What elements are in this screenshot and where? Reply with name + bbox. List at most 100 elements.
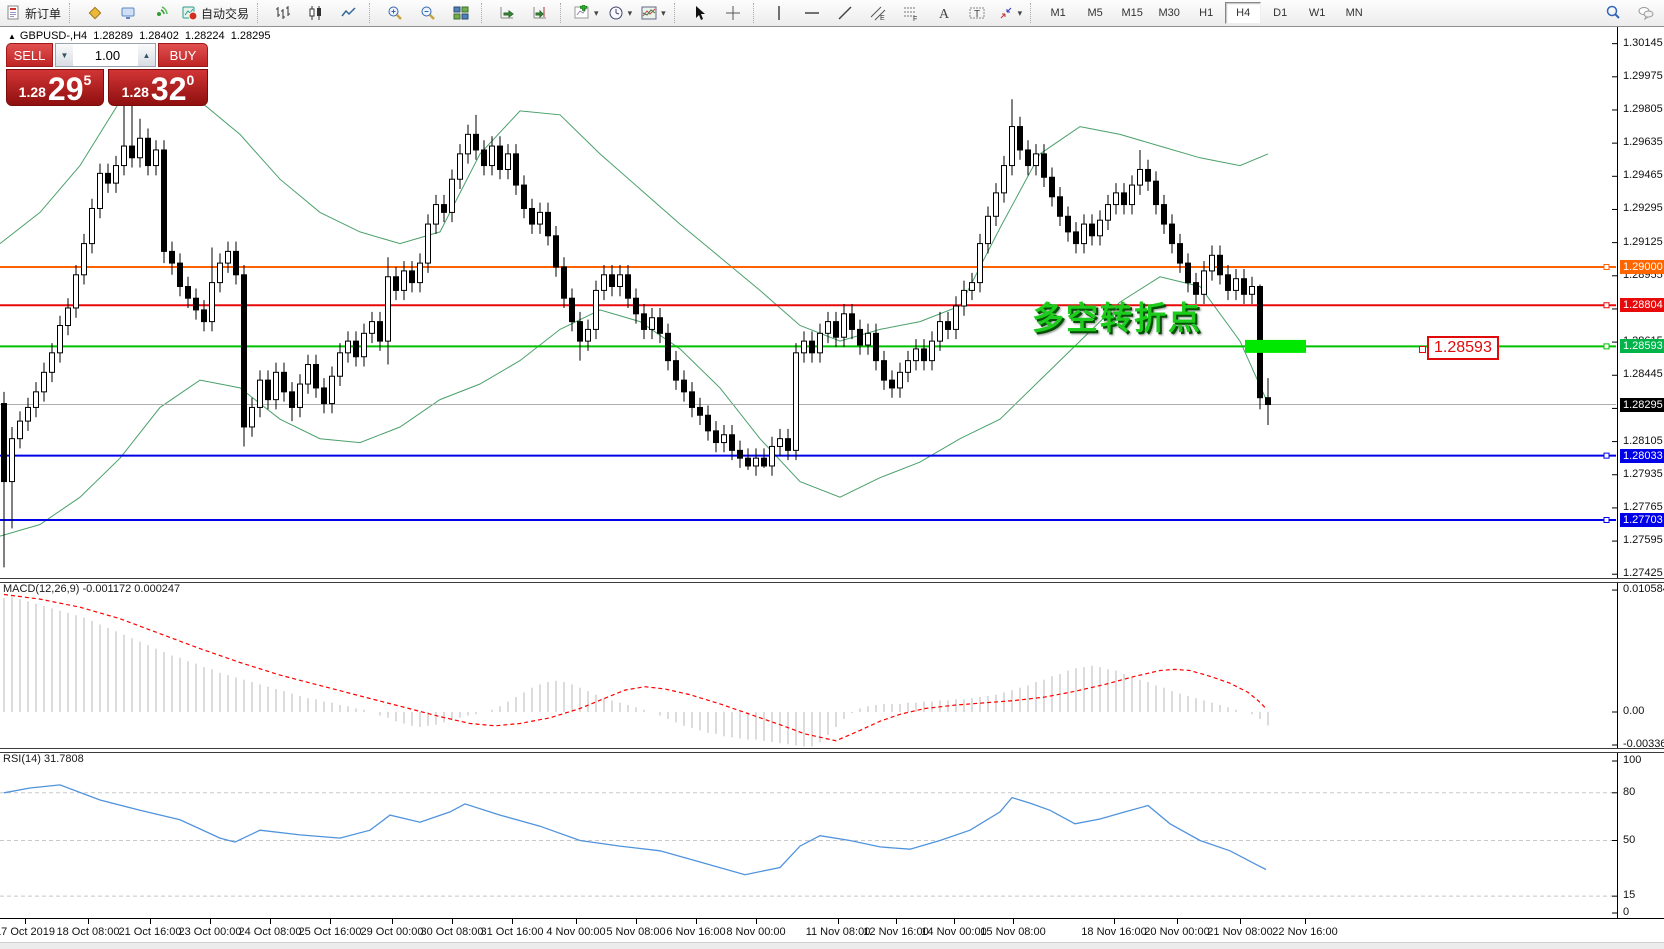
search-button[interactable] <box>1597 1 1629 25</box>
zoom-out-button[interactable] <box>412 1 444 25</box>
highlight-box[interactable] <box>1245 339 1306 353</box>
candle <box>649 307 655 340</box>
candle <box>689 382 695 418</box>
time-label: 15 Nov 08:00 <box>980 926 1046 938</box>
candle <box>817 323 823 363</box>
virtual-hosting-button[interactable] <box>112 1 144 25</box>
candle <box>617 265 623 297</box>
text-button[interactable]: A <box>928 1 960 25</box>
candle <box>865 323 871 355</box>
candle <box>577 311 583 361</box>
price-label-object[interactable]: 1.28593 <box>1419 336 1499 360</box>
candle <box>41 362 47 402</box>
line-chart-button[interactable] <box>333 1 365 25</box>
cursor-button[interactable] <box>684 1 716 25</box>
rsi-tick: 100 <box>1623 754 1642 766</box>
templates-button[interactable]: ▾ <box>637 1 670 25</box>
time-label: 8 Nov 00:00 <box>726 926 786 938</box>
candle <box>425 214 431 273</box>
time-label: 5 Nov 08:00 <box>606 926 666 938</box>
time-label: 23 Oct 00:00 <box>178 926 242 938</box>
sell-price-pip: 5 <box>83 72 92 88</box>
timeframe-m15-button[interactable]: M15 <box>1121 7 1143 19</box>
candle <box>1081 214 1087 254</box>
candlestick-chart-button[interactable] <box>300 1 332 25</box>
bars-icon <box>276 6 291 19</box>
timeframe-mn-button[interactable]: MN <box>1345 7 1363 19</box>
volume-up-button[interactable]: ▲ <box>138 44 155 66</box>
equidistant-channel-button[interactable]: E <box>862 1 894 25</box>
periods-button[interactable]: ▾ <box>604 1 637 25</box>
new-order-icon <box>7 5 19 20</box>
volume-down-button[interactable]: ▼ <box>56 44 73 66</box>
candle <box>1001 155 1007 203</box>
time-tick <box>756 919 757 924</box>
rsi-tick: 0 <box>1623 906 1630 918</box>
panel-splitter-macd[interactable] <box>0 578 1664 583</box>
time-label: 29 Oct 00:00 <box>360 926 424 938</box>
candle <box>833 311 839 347</box>
signals-button[interactable] <box>145 1 177 25</box>
arrows-button[interactable]: ▾ <box>994 1 1027 25</box>
timeframe-m1-button[interactable]: M1 <box>1050 7 1066 19</box>
candle <box>1017 116 1023 160</box>
price-axis[interactable]: 1.30145 1.29975 1.29805 1.29635 1.29465 1.292… <box>1617 27 1664 918</box>
timeframe-m5-button[interactable]: M5 <box>1087 7 1103 19</box>
time-axis[interactable]: 17 Oct 2019 18 Oct 08:00 21 Oct 16:00 23 Oc… <box>0 918 1664 949</box>
tile-windows-button[interactable] <box>445 1 477 25</box>
chat-button[interactable] <box>1630 1 1662 25</box>
sell-button[interactable]: SELL <box>6 43 53 67</box>
candle <box>969 272 975 301</box>
vertical-line-button[interactable] <box>763 1 795 25</box>
price-line-label: 1.29000 <box>1620 260 1664 274</box>
fibonacci-button[interactable]: F <box>895 1 927 25</box>
trendline-button[interactable] <box>829 1 861 25</box>
autotrading-button[interactable]: 自动交易 <box>178 1 253 25</box>
candle <box>1185 253 1191 293</box>
mql5-community-button[interactable] <box>79 1 111 25</box>
volume-stepper: ▼ ▲ <box>55 43 156 67</box>
candle <box>393 267 399 301</box>
chart-shift-button[interactable] <box>524 1 556 25</box>
bar-chart-button[interactable] <box>267 1 299 25</box>
crosshair-button[interactable] <box>717 1 749 25</box>
candle <box>593 280 599 340</box>
text-label-button[interactable]: T <box>961 1 993 25</box>
new-order-button[interactable]: 新订单 <box>2 1 65 25</box>
autoscroll-icon <box>500 7 514 19</box>
timeframe-d1-button[interactable]: D1 <box>1273 7 1288 19</box>
horizontal-line-button[interactable] <box>796 1 828 25</box>
auto-scroll-button[interactable] <box>491 1 523 25</box>
buy-button[interactable]: BUY <box>158 43 208 67</box>
zoom-in-button[interactable] <box>379 1 411 25</box>
buy-price-main: 32 <box>150 71 187 107</box>
candle <box>961 280 967 316</box>
timeframe-w1-button[interactable]: W1 <box>1308 7 1326 19</box>
candle <box>345 331 351 363</box>
macd-tick: 0.00 <box>1623 705 1645 717</box>
timeframe-m30-button[interactable]: M30 <box>1158 7 1180 19</box>
timeframe-h4-button[interactable]: H4 <box>1225 2 1262 24</box>
price-tick: 1.29805 <box>1623 102 1663 115</box>
time-label: 24 Oct 08:00 <box>238 926 302 938</box>
candle <box>657 307 663 344</box>
chart-text-annotation[interactable]: 多空转折点 <box>1032 300 1203 336</box>
candle <box>177 253 183 297</box>
candle <box>161 140 167 264</box>
indicators-button[interactable]: ▾ <box>570 1 603 25</box>
candle <box>505 144 511 180</box>
axis-ticks <box>1612 43 1617 914</box>
timeframe-h1-button[interactable]: H1 <box>1199 7 1214 19</box>
buy-price[interactable]: 1.28 32 0 <box>108 69 208 106</box>
volume-input[interactable] <box>73 44 142 66</box>
time-label: 22 Nov 16:00 <box>1272 926 1338 938</box>
sell-price[interactable]: 1.28 29 5 <box>6 69 104 106</box>
price-line-label: 1.28295 <box>1620 397 1664 412</box>
chart-canvas[interactable] <box>0 27 1618 918</box>
candle <box>977 233 983 293</box>
candle <box>841 304 847 347</box>
candle <box>137 118 143 168</box>
ohlc-low: 1.28224 <box>184 30 225 42</box>
candle <box>417 253 423 293</box>
panel-splitter-rsi[interactable] <box>0 748 1664 753</box>
